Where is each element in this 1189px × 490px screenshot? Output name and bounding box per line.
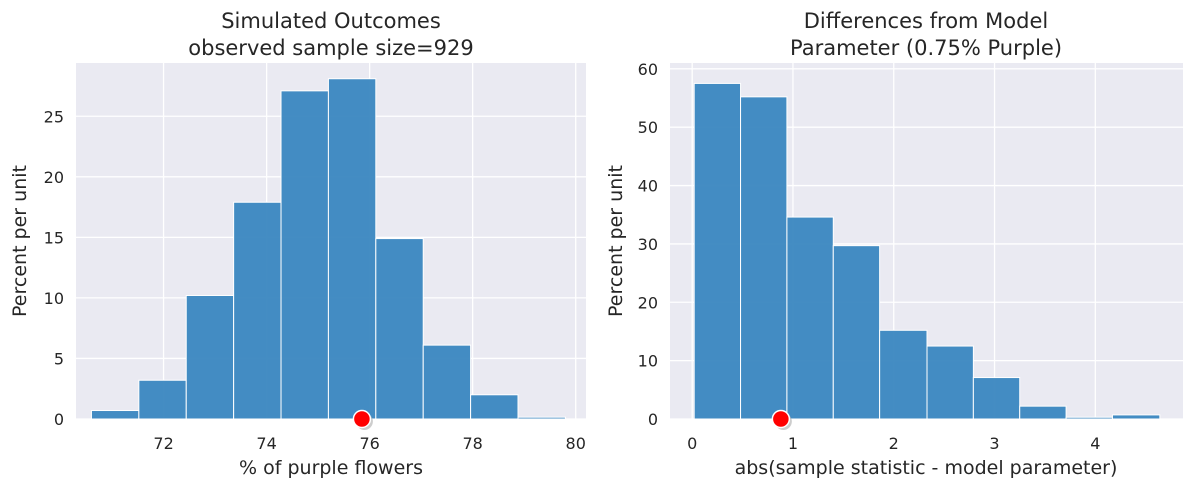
y-tick-label: 60 xyxy=(638,60,658,79)
histogram-bar xyxy=(280,90,329,420)
right-y-tick-labels: 0 10 20 30 40 50 60 xyxy=(638,60,658,429)
x-tick-label: 80 xyxy=(566,434,586,453)
right-bars xyxy=(693,82,1161,420)
y-tick-label: 0 xyxy=(54,410,64,429)
x-tick-label: 76 xyxy=(359,434,379,453)
y-tick-label: 25 xyxy=(44,107,64,126)
x-tick-label: 3 xyxy=(989,434,999,453)
right-panel: 0 1 2 3 4 0 10 20 30 40 50 60 Differences from Mod… xyxy=(605,9,1183,479)
left-x-axis-label: % of purple flowers xyxy=(239,457,423,479)
right-x-tick-labels: 0 1 2 3 4 xyxy=(687,434,1100,453)
histogram-bar xyxy=(90,410,140,420)
right-title-line1: Differences from Model xyxy=(804,9,1048,33)
histogram-bar xyxy=(832,245,881,420)
histogram-bar xyxy=(926,345,974,420)
x-tick-label: 4 xyxy=(1090,434,1100,453)
x-tick-label: 0 xyxy=(687,434,697,453)
left-marker xyxy=(352,409,373,430)
histogram-bar xyxy=(1111,414,1161,420)
right-y-axis-label: Percent per unit xyxy=(605,165,627,317)
histogram-bar xyxy=(1065,416,1113,420)
left-y-tick-labels: 0 5 10 15 20 25 xyxy=(44,107,64,429)
left-panel: 72 74 76 78 80 0 5 10 15 20 25 Simulated Outcomes… xyxy=(9,9,586,479)
x-tick-label: 72 xyxy=(153,434,173,453)
y-tick-label: 5 xyxy=(54,349,64,368)
histogram-bar xyxy=(327,78,377,420)
y-tick-label: 10 xyxy=(638,352,658,371)
right-x-axis-label: abs(sample statistic - model parameter) xyxy=(735,457,1118,479)
y-tick-label: 30 xyxy=(638,235,658,254)
left-x-tick-labels: 72 74 76 78 80 xyxy=(153,434,585,453)
histogram-bar xyxy=(786,216,834,420)
histogram-bar xyxy=(740,96,788,420)
left-y-axis-label: Percent per unit xyxy=(9,165,31,317)
histogram-bar xyxy=(517,416,566,420)
histogram-bar xyxy=(422,344,472,420)
x-tick-label: 74 xyxy=(256,434,276,453)
y-tick-label: 40 xyxy=(638,177,658,196)
x-tick-label: 2 xyxy=(889,434,899,453)
histogram-bar xyxy=(693,82,742,420)
y-tick-label: 20 xyxy=(638,293,658,312)
right-title-line2: Parameter (0.75% Purple) xyxy=(790,36,1062,60)
left-bars xyxy=(90,78,566,420)
y-tick-label: 0 xyxy=(648,410,658,429)
x-tick-label: 78 xyxy=(462,434,482,453)
left-title-line1: Simulated Outcomes xyxy=(221,9,441,33)
histogram-bar xyxy=(138,379,187,420)
histogram-bar xyxy=(233,201,282,420)
histogram-bar xyxy=(185,294,235,420)
y-tick-label: 10 xyxy=(44,289,64,308)
histogram-bar xyxy=(972,377,1021,420)
observed-statistic-marker xyxy=(771,409,791,429)
left-title-line2: observed sample size=929 xyxy=(188,36,473,60)
y-tick-label: 20 xyxy=(44,168,64,187)
histogram-bar xyxy=(879,329,928,420)
observed-statistic-marker xyxy=(352,409,372,429)
y-tick-label: 15 xyxy=(44,228,64,247)
histogram-bar xyxy=(375,238,424,420)
histogram-bar xyxy=(1019,405,1067,420)
histogram-bar xyxy=(470,394,519,420)
x-tick-label: 1 xyxy=(788,434,798,453)
y-tick-label: 50 xyxy=(638,118,658,137)
right-marker xyxy=(771,409,792,430)
